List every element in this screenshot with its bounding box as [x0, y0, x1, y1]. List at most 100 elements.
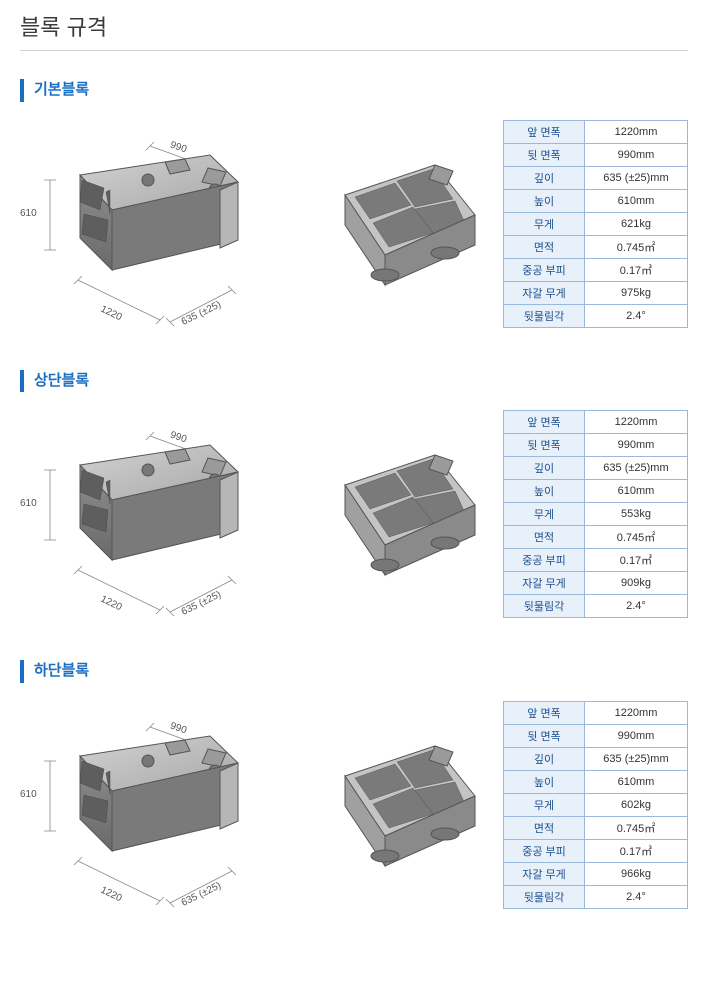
table-row: 앞 면폭1220mm	[504, 120, 688, 143]
block-section: 하단블록 6101220635 (±25)990	[20, 660, 688, 911]
block-isometric-diagram: 6101220635 (±25)990	[20, 410, 260, 620]
spec-key: 높이	[504, 480, 585, 503]
spec-value: 909kg	[584, 572, 687, 595]
block-section: 상단블록 6101220635 (±25)990	[20, 370, 688, 621]
spec-value: 1220mm	[584, 120, 687, 143]
diagram-wrap: 6101220635 (±25)990	[20, 410, 485, 620]
spec-key: 면적	[504, 235, 585, 258]
spec-table: 앞 면폭1220mm뒷 면폭990mm깊이635 (±25)mm높이610mm무…	[503, 120, 688, 328]
table-row: 앞 면폭1220mm	[504, 411, 688, 434]
table-row: 면적0.745㎡	[504, 235, 688, 258]
spec-value: 990mm	[584, 724, 687, 747]
spec-key: 깊이	[504, 747, 585, 770]
spec-key: 앞 면폭	[504, 411, 585, 434]
table-row: 자갈 무게966kg	[504, 862, 688, 885]
section-heading: 기본블록	[20, 79, 688, 102]
table-row: 앞 면폭1220mm	[504, 701, 688, 724]
spec-key: 자갈 무게	[504, 572, 585, 595]
spec-value: 990mm	[584, 143, 687, 166]
section-body: 6101220635 (±25)990 앞 면폭1220mm뒷 면폭990mm깊…	[20, 120, 688, 330]
spec-value: 635 (±25)mm	[584, 747, 687, 770]
spec-key: 뒷물림각	[504, 304, 585, 327]
table-row: 뒷 면폭990mm	[504, 434, 688, 457]
spec-value: 2.4°	[584, 885, 687, 908]
section-heading: 하단블록	[20, 660, 688, 683]
spec-key: 중공 부피	[504, 258, 585, 281]
spec-value: 975kg	[584, 281, 687, 304]
table-row: 뒷물림각2.4°	[504, 885, 688, 908]
spec-value: 990mm	[584, 434, 687, 457]
spec-key: 무게	[504, 793, 585, 816]
spec-key: 자갈 무게	[504, 281, 585, 304]
spec-value: 610mm	[584, 189, 687, 212]
table-row: 높이610mm	[504, 480, 688, 503]
spec-key: 앞 면폭	[504, 120, 585, 143]
table-row: 자갈 무게975kg	[504, 281, 688, 304]
spec-key: 뒷 면폭	[504, 724, 585, 747]
block-isometric-diagram: 6101220635 (±25)990	[20, 120, 260, 330]
spec-table: 앞 면폭1220mm뒷 면폭990mm깊이635 (±25)mm높이610mm무…	[503, 410, 688, 618]
spec-key: 무게	[504, 503, 585, 526]
table-row: 면적0.745㎡	[504, 526, 688, 549]
spec-key: 뒷물림각	[504, 885, 585, 908]
spec-value: 621kg	[584, 212, 687, 235]
spec-key: 뒷 면폭	[504, 143, 585, 166]
spec-key: 뒷 면폭	[504, 434, 585, 457]
table-row: 자갈 무게909kg	[504, 572, 688, 595]
spec-value: 0.745㎡	[584, 816, 687, 839]
table-row: 깊이635 (±25)mm	[504, 747, 688, 770]
page-title: 블록 규격	[20, 10, 688, 51]
block-top-diagram	[315, 145, 485, 305]
table-row: 높이610mm	[504, 770, 688, 793]
table-row: 중공 부피0.17㎥	[504, 839, 688, 862]
table-row: 뒷물림각2.4°	[504, 304, 688, 327]
spec-value: 602kg	[584, 793, 687, 816]
dimension-label: 610	[20, 789, 37, 800]
spec-value: 0.17㎥	[584, 839, 687, 862]
section-body: 6101220635 (±25)990 앞 면폭1220mm뒷 면폭990mm깊…	[20, 410, 688, 620]
block-top-diagram	[315, 435, 485, 595]
spec-key: 뒷물림각	[504, 595, 585, 618]
table-row: 뒷물림각2.4°	[504, 595, 688, 618]
spec-key: 앞 면폭	[504, 701, 585, 724]
table-row: 무게621kg	[504, 212, 688, 235]
spec-key: 면적	[504, 816, 585, 839]
spec-value: 0.17㎥	[584, 258, 687, 281]
spec-value: 610mm	[584, 770, 687, 793]
spec-key: 높이	[504, 189, 585, 212]
table-row: 중공 부피0.17㎥	[504, 258, 688, 281]
block-top-diagram	[315, 726, 485, 886]
spec-value: 966kg	[584, 862, 687, 885]
table-row: 높이610mm	[504, 189, 688, 212]
spec-key: 중공 부피	[504, 549, 585, 572]
table-row: 면적0.745㎡	[504, 816, 688, 839]
section-body: 6101220635 (±25)990 앞 면폭1220mm뒷 면폭990mm깊…	[20, 701, 688, 911]
spec-table: 앞 면폭1220mm뒷 면폭990mm깊이635 (±25)mm높이610mm무…	[503, 701, 688, 909]
spec-key: 면적	[504, 526, 585, 549]
spec-value: 610mm	[584, 480, 687, 503]
table-row: 뒷 면폭990mm	[504, 724, 688, 747]
spec-value: 1220mm	[584, 701, 687, 724]
table-row: 뒷 면폭990mm	[504, 143, 688, 166]
section-heading: 상단블록	[20, 370, 688, 393]
table-row: 중공 부피0.17㎥	[504, 549, 688, 572]
spec-key: 깊이	[504, 457, 585, 480]
dimension-label: 610	[20, 208, 37, 219]
spec-value: 553kg	[584, 503, 687, 526]
spec-value: 635 (±25)mm	[584, 457, 687, 480]
block-isometric-diagram: 6101220635 (±25)990	[20, 701, 260, 911]
table-row: 깊이635 (±25)mm	[504, 166, 688, 189]
spec-key: 높이	[504, 770, 585, 793]
spec-value: 0.745㎡	[584, 526, 687, 549]
spec-key: 중공 부피	[504, 839, 585, 862]
spec-key: 자갈 무게	[504, 862, 585, 885]
spec-key: 깊이	[504, 166, 585, 189]
table-row: 무게553kg	[504, 503, 688, 526]
spec-value: 0.17㎥	[584, 549, 687, 572]
spec-value: 2.4°	[584, 304, 687, 327]
diagram-wrap: 6101220635 (±25)990	[20, 120, 485, 330]
block-section: 기본블록 6101220635 (±25)990	[20, 79, 688, 330]
spec-value: 635 (±25)mm	[584, 166, 687, 189]
table-row: 무게602kg	[504, 793, 688, 816]
spec-value: 2.4°	[584, 595, 687, 618]
